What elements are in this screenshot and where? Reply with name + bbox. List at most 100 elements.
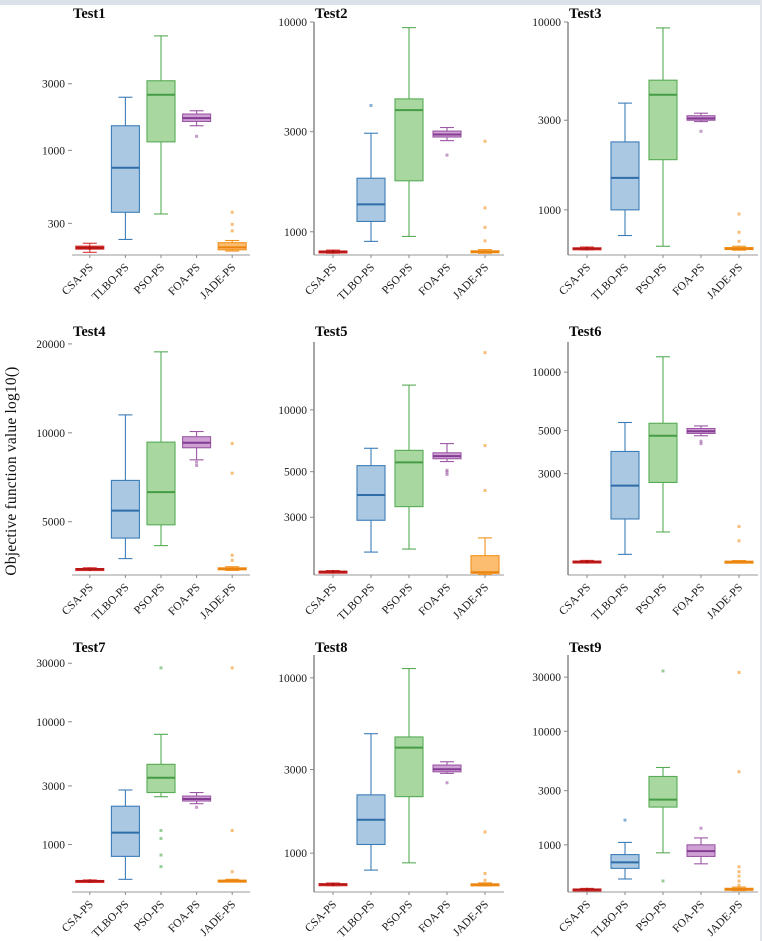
x-tick-label: FOA-PS xyxy=(671,582,708,619)
iqr-box xyxy=(610,141,640,211)
x-tick-label: JADE-PS xyxy=(451,262,491,302)
iqr-box xyxy=(146,80,176,143)
x-tick-label: PSO-PS xyxy=(132,262,167,297)
box-csa-ps xyxy=(75,242,105,253)
x-tick-label: PSO-PS xyxy=(132,582,167,617)
panel-title: Test4 xyxy=(73,324,106,340)
x-tick-label: CSA-PS xyxy=(303,582,339,618)
y-tick-label: 3000 xyxy=(42,781,65,793)
y-tick-label: 30000 xyxy=(36,658,65,670)
outlier-point xyxy=(195,460,199,464)
outlier-point xyxy=(699,129,703,133)
x-tick-label: PSO-PS xyxy=(380,262,415,297)
x-tick-label: PSO-PS xyxy=(132,899,167,934)
iqr-box xyxy=(648,79,678,161)
box-csa-ps xyxy=(318,569,348,574)
box-foa-ps xyxy=(182,110,212,138)
outlier-point xyxy=(230,442,234,446)
median-dot xyxy=(88,246,92,250)
y-tick-label: 1000 xyxy=(42,839,65,851)
outlier-point xyxy=(699,439,703,443)
outlier-point xyxy=(483,206,487,210)
box-pso-ps xyxy=(394,667,424,864)
outlier-point xyxy=(230,229,234,233)
outlier-point xyxy=(737,239,741,243)
iqr-box xyxy=(356,465,386,521)
iqr-box xyxy=(648,775,678,808)
x-tick-label: CSA-PS xyxy=(60,899,96,935)
x-tick-label: PSO-PS xyxy=(380,582,415,617)
iqr-box xyxy=(648,422,678,483)
box-pso-ps xyxy=(146,666,176,869)
x-tick-label: CSA-PS xyxy=(557,262,593,298)
x-tick-label: JADE-PS xyxy=(451,899,491,939)
outlier-point xyxy=(737,670,741,674)
outlier-point xyxy=(230,870,234,874)
box-tlbo-ps xyxy=(610,102,640,237)
panel-title: Test1 xyxy=(73,6,106,22)
x-tick-label: TLBO-PS xyxy=(336,899,377,940)
y-tick-label: 5000 xyxy=(538,426,561,438)
y-tick-label: 5000 xyxy=(42,517,65,529)
panel-title: Test2 xyxy=(315,6,348,22)
outlier-point xyxy=(159,828,163,832)
x-tick-label: CSA-PS xyxy=(303,262,339,298)
median-dot xyxy=(331,569,335,574)
outlier-point xyxy=(737,539,741,543)
iqr-box xyxy=(394,98,424,182)
y-tick-label: 1000 xyxy=(538,840,561,852)
x-tick-label: FOA-PS xyxy=(671,262,708,299)
y-tick-label: 30000 xyxy=(532,672,561,684)
median-dot xyxy=(331,882,335,887)
x-tick-label: PSO-PS xyxy=(634,582,669,617)
x-tick-label: JADE-PS xyxy=(198,262,238,302)
outlier-point xyxy=(230,666,234,670)
box-jade-ps xyxy=(217,210,247,252)
y-tick-label: 10000 xyxy=(278,673,307,685)
y-tick-label: 5000 xyxy=(284,467,307,479)
y-tick-label: 10000 xyxy=(278,17,307,29)
median-dot xyxy=(585,887,589,892)
box-pso-ps xyxy=(146,351,176,547)
x-tick-label: TLBO-PS xyxy=(336,262,377,303)
box-foa-ps xyxy=(182,791,212,809)
y-tick-label: 10000 xyxy=(532,17,561,29)
x-tick-label: JADE-PS xyxy=(198,582,238,622)
box-csa-ps xyxy=(75,879,105,884)
outlier-point xyxy=(159,666,163,670)
x-tick-label: TLBO-PS xyxy=(590,899,631,940)
outlier-point xyxy=(483,239,487,243)
y-tick-label: 1000 xyxy=(284,227,307,239)
panel-title: Test3 xyxy=(569,6,602,22)
box-jade-ps xyxy=(470,830,500,887)
x-tick-label: FOA-PS xyxy=(166,582,203,619)
y-tick-label: 3000 xyxy=(538,115,561,127)
outlier-point xyxy=(230,553,234,557)
iqr-box xyxy=(110,125,140,213)
box-tlbo-ps xyxy=(356,733,386,871)
box-tlbo-ps xyxy=(110,96,140,241)
x-tick-label: TLBO-PS xyxy=(90,899,131,940)
outlier-point xyxy=(737,883,741,887)
outlier-point xyxy=(195,464,199,467)
box-tlbo-ps xyxy=(356,103,386,242)
panel-title: Test5 xyxy=(315,324,348,340)
box-jade-ps xyxy=(217,666,247,883)
outlier-point xyxy=(483,872,487,876)
median-dot xyxy=(331,249,335,254)
box-csa-ps xyxy=(75,567,105,572)
outlier-point xyxy=(483,830,487,834)
x-tick-label: CSA-PS xyxy=(60,262,96,298)
box-csa-ps xyxy=(572,887,602,892)
box-foa-ps xyxy=(686,826,716,865)
x-tick-label: FOA-PS xyxy=(166,899,203,936)
x-tick-label: FOA-PS xyxy=(166,262,203,299)
x-tick-label: JADE-PS xyxy=(198,899,238,939)
outlier-point xyxy=(230,210,234,214)
